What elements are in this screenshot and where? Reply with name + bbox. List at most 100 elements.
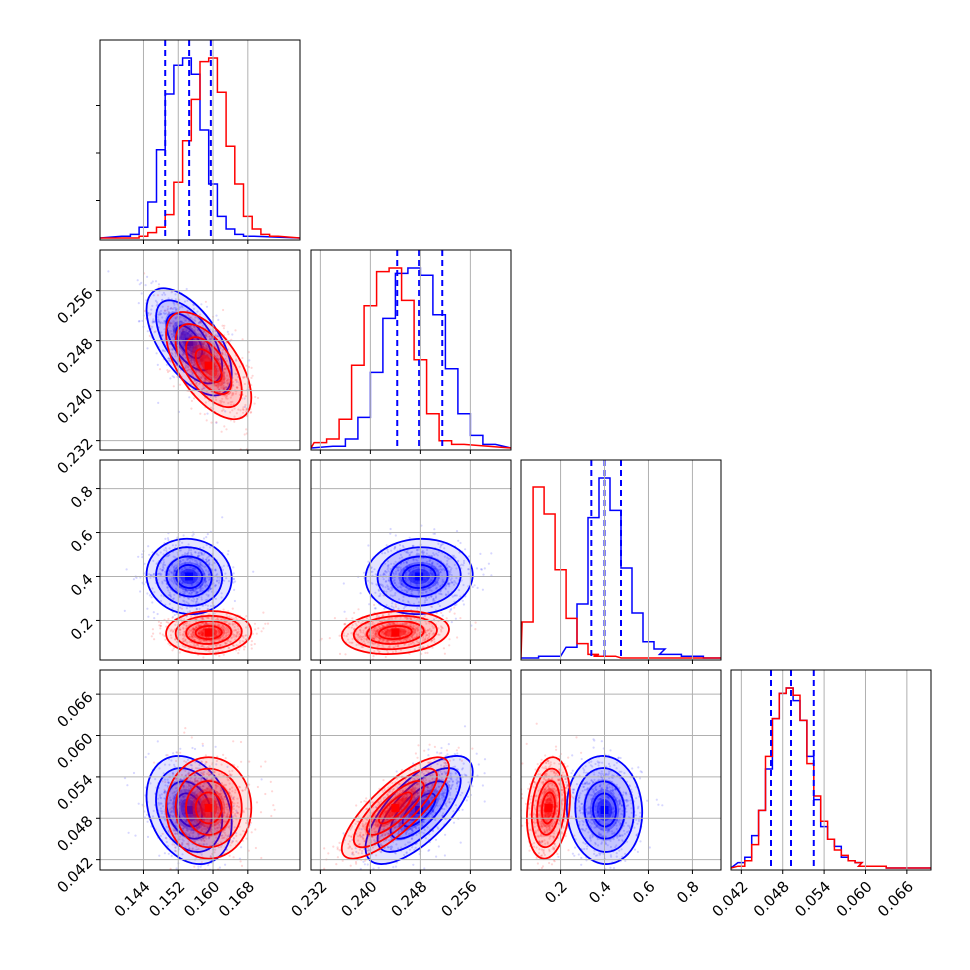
scatter-point: [202, 553, 205, 556]
scatter-point: [169, 629, 172, 633]
scatter-point: [163, 797, 166, 800]
scatter-point: [200, 760, 203, 763]
scatter-point: [420, 831, 423, 834]
scatter-point: [200, 839, 203, 842]
scatter-point: [198, 809, 201, 813]
scatter-point: [204, 577, 207, 580]
scatter-point: [617, 756, 620, 759]
scatter-point: [160, 594, 163, 597]
scatter-point: [180, 789, 183, 793]
scatter-point: [355, 850, 358, 854]
scatter-point: [394, 572, 397, 576]
scatter-point: [197, 819, 200, 822]
scatter-point: [168, 329, 171, 332]
scatter-point: [159, 807, 162, 810]
scatter-point: [373, 568, 376, 571]
scatter-point: [586, 788, 589, 791]
scatter-point: [615, 761, 619, 764]
scatter-point: [392, 562, 396, 565]
scatter-point: [199, 320, 202, 323]
scatter-point: [437, 773, 441, 776]
scatter-point: [394, 534, 397, 537]
scatter-point: [172, 797, 175, 800]
scatter-point: [209, 337, 212, 340]
scatter-point: [140, 553, 144, 556]
scatter-point: [161, 569, 164, 572]
scatter-point: [195, 608, 198, 611]
scatter-point: [389, 847, 392, 850]
scatter-point: [582, 767, 585, 770]
scatter-point: [422, 820, 426, 824]
scatter-point: [201, 557, 204, 560]
scatter-point: [446, 556, 449, 559]
scatter-point: [230, 394, 233, 397]
scatter-point: [619, 800, 622, 803]
scatter-point: [179, 747, 182, 750]
scatter-point: [222, 381, 226, 385]
scatter-point: [171, 772, 174, 775]
scatter-point: [606, 831, 609, 834]
scatter-point: [432, 597, 435, 600]
scatter-point: [191, 767, 194, 770]
scatter-point: [178, 801, 181, 804]
scatter-point: [657, 803, 660, 806]
scatter-point: [200, 377, 203, 380]
scatter-point: [174, 544, 177, 547]
scatter-point: [437, 550, 440, 554]
scatter-point: [181, 582, 184, 585]
scatter-point: [636, 822, 639, 825]
scatter-point: [374, 607, 377, 610]
scatter-point: [432, 808, 435, 811]
scatter-point: [617, 820, 620, 824]
scatter-point: [210, 828, 213, 831]
scatter-point: [222, 373, 225, 376]
scatter-point: [202, 353, 205, 356]
scatter-point: [158, 572, 161, 575]
scatter-point: [223, 367, 226, 370]
scatter-point: [399, 816, 402, 819]
scatter-point: [447, 583, 451, 586]
scatter-point: [164, 579, 167, 582]
scatter-point: [408, 536, 411, 539]
scatter-point: [221, 382, 224, 385]
scatter-point: [438, 565, 441, 568]
scatter-point: [195, 597, 199, 601]
scatter-point: [593, 820, 596, 824]
scatter-point: [458, 758, 462, 761]
scatter-point: [405, 832, 408, 836]
scatter-point: [606, 786, 609, 790]
scatter-point: [581, 819, 584, 822]
scatter-point: [189, 589, 192, 592]
scatter-point: [174, 846, 177, 849]
scatter-point: [590, 779, 593, 782]
scatter-point: [377, 589, 380, 592]
scatter-point: [206, 347, 209, 350]
scatter-point: [434, 596, 437, 599]
scatter-point: [585, 771, 588, 774]
scatter-point: [397, 607, 400, 610]
scatter-point: [197, 332, 200, 336]
scatter-point: [243, 405, 247, 408]
scatter-point: [578, 820, 581, 823]
scatter-point: [609, 854, 613, 857]
scatter-point: [405, 852, 408, 855]
scatter-point: [170, 333, 173, 336]
scatter-point: [170, 759, 173, 762]
scatter-point: [168, 547, 171, 550]
scatter-point: [434, 818, 437, 822]
scatter-point: [436, 562, 439, 566]
scatter-point: [224, 642, 227, 646]
scatter-point: [203, 352, 206, 355]
scatter-point: [199, 560, 202, 564]
scatter-point: [367, 849, 370, 852]
scatter-point: [192, 831, 195, 834]
scatter-point: [194, 559, 197, 562]
scatter-point: [183, 592, 186, 595]
scatter-point: [461, 768, 464, 771]
scatter-point: [164, 819, 167, 822]
scatter-point: [405, 591, 408, 594]
scatter-point: [425, 598, 429, 602]
scatter-point: [183, 825, 186, 828]
scatter-point: [225, 386, 228, 389]
scatter-point: [614, 798, 617, 801]
